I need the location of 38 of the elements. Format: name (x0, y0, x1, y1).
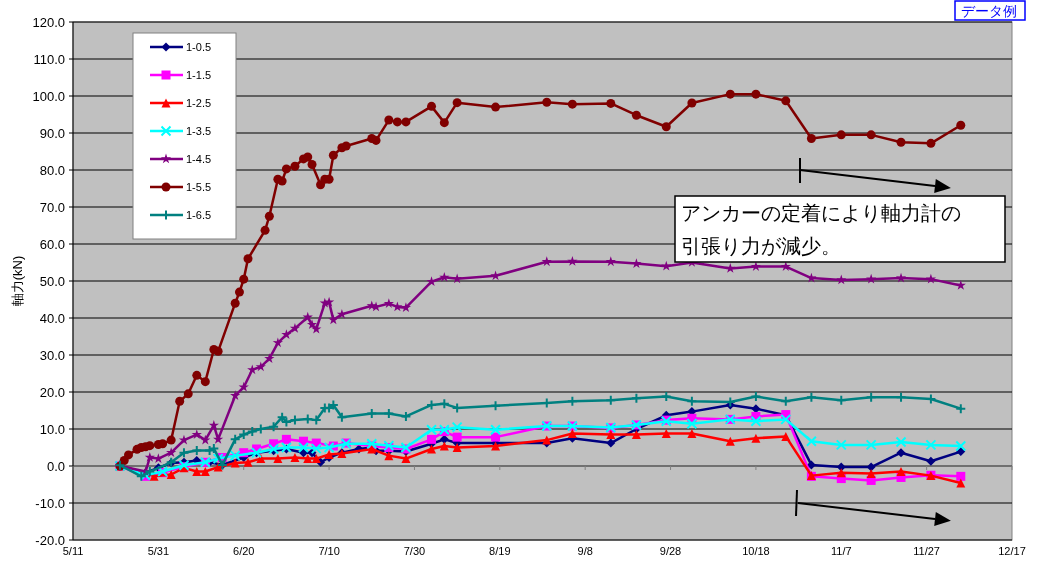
y-tick-label: -10.0 (35, 496, 65, 511)
annotation: アンカーの定着により軸力計の引張り力が減少。 (681, 201, 961, 257)
x-tick-label: 10/18 (742, 545, 770, 557)
annotation: データ例 (954, 0, 1026, 21)
y-tick-label: 30.0 (39, 348, 65, 363)
y-tick-label: 100.0 (32, 89, 65, 104)
y-tick-label: 80.0 (39, 163, 65, 178)
legend-label: 1-1.5 (186, 69, 212, 81)
y-tick-label: 60.0 (39, 237, 65, 252)
x-tick-label: 7/30 (403, 545, 426, 557)
x-tick-label: 5/11 (62, 545, 84, 557)
x-tick-label: 11/7 (830, 545, 852, 557)
y-tick-label: 70.0 (39, 200, 65, 215)
x-tick-label: 8/19 (489, 545, 511, 557)
x-tick-label: 12/17 (998, 545, 1026, 557)
x-tick-label: 9/8 (577, 545, 593, 557)
y-tick-label: 10.0 (39, 422, 65, 437)
x-tick-label: 7/10 (318, 545, 340, 557)
legend-label: 1-6.5 (186, 209, 212, 221)
y-tick-label: -20.0 (35, 533, 65, 548)
y-tick-label: 50.0 (39, 274, 65, 289)
legend-label: 1-2.5 (186, 97, 212, 109)
legend-label: 1-4.5 (186, 153, 212, 165)
y-axis-title: 軸力(kN) (10, 255, 25, 307)
y-tick-label: 20.0 (39, 385, 65, 400)
y-tick-label: 0.0 (46, 459, 65, 474)
y-tick-label: 110.0 (33, 52, 65, 67)
y-tick-label: 120.0 (32, 15, 65, 30)
legend-label: 1-3.5 (186, 125, 212, 137)
x-tick-label: 11/27 (913, 545, 940, 557)
legend-label: 1-5.5 (186, 181, 212, 193)
legend-label: 1-0.5 (186, 41, 212, 53)
annotation: アンカーの定着により軸力計の引張り力が減少。 (674, 195, 1006, 263)
y-tick-label: 90.0 (39, 126, 65, 141)
x-tick-label: 6/20 (233, 545, 255, 557)
x-tick-label: 9/28 (659, 545, 682, 557)
y-tick-label: 40.0 (39, 311, 65, 326)
x-tick-label: 5/31 (147, 545, 170, 557)
